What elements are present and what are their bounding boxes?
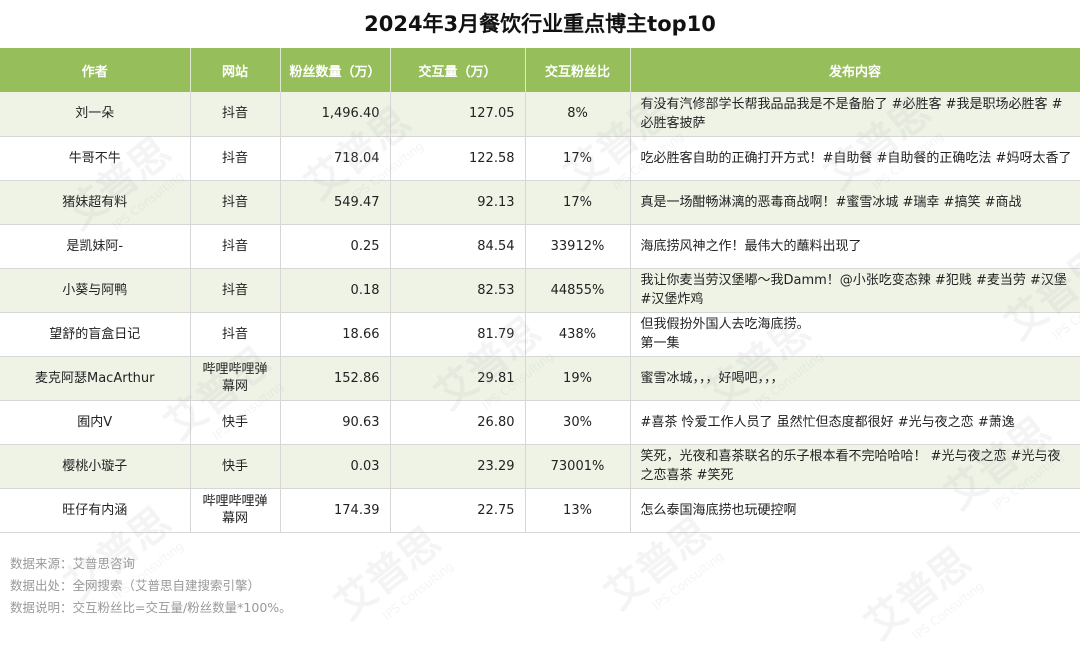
cell-ratio: 8%	[525, 92, 631, 137]
cell-site: 抖音	[190, 268, 281, 313]
cell-author: 樱桃小璇子	[0, 444, 191, 489]
watermark-sub: IPS Consulting	[379, 558, 457, 623]
cell-ratio: 13%	[525, 488, 631, 533]
cell-interactions: 26.80	[390, 400, 526, 445]
table-row: 刘一朵 抖音 1,496.40 127.05 8% 有没有汽修部学长帮我品品我是不是备胎了…	[0, 92, 1080, 137]
cell-content: 我让你麦当劳汉堡嘟～我Damm！@小张吃变态辣 #犯贱 #麦当劳 #汉堡 #汉堡…	[630, 268, 1080, 313]
cell-site: 抖音	[190, 92, 281, 137]
cell-ratio: 33912%	[525, 224, 631, 269]
cell-site: 快手	[190, 444, 281, 489]
footer-origin: 数据出处：全网搜索（艾普思自建搜索引擎）	[10, 578, 261, 593]
cell-content: 吃必胜客自助的正确打开方式！#自助餐 #自助餐的正确吃法 #妈呀太香了	[630, 136, 1080, 181]
watermark-sub: IPS Consulting	[909, 578, 987, 643]
footer-note: 数据说明：交互粉丝比=交互量/粉丝数量*100%。	[10, 600, 292, 615]
cell-author: 小葵与阿鸭	[0, 268, 191, 313]
cell-interactions: 22.75	[390, 488, 526, 533]
watermark-text: 艾普思	[856, 538, 980, 649]
cell-fans: 90.63	[280, 400, 391, 445]
header-content: 发布内容	[630, 48, 1080, 92]
cell-ratio: 438%	[525, 312, 631, 357]
table-row: 樱桃小璇子 快手 0.03 23.29 73001% 笑死，光夜和喜茶联名的乐子根本看不完…	[0, 444, 1080, 489]
table-row: 小葵与阿鸭 抖音 0.18 82.53 44855% 我让你麦当劳汉堡嘟～我Damm！@小…	[0, 268, 1080, 313]
cell-interactions: 127.05	[390, 92, 526, 137]
header-ratio: 交互粉丝比	[525, 48, 631, 92]
cell-ratio: 30%	[525, 400, 631, 445]
page-title: 2024年3月餐饮行业重点博主top10	[364, 12, 716, 36]
cell-fans: 18.66	[280, 312, 391, 357]
cell-site: 抖音	[190, 312, 281, 357]
cell-author: 旺仔有内涵	[0, 488, 191, 533]
cell-ratio: 73001%	[525, 444, 631, 489]
table-row: 囿内V 快手 90.63 26.80 30% #喜茶 怜爱工作人员了 虽然忙但态度都很好 …	[0, 400, 1080, 445]
cell-interactions: 82.53	[390, 268, 526, 313]
cell-fans: 174.39	[280, 488, 391, 533]
cell-interactions: 81.79	[390, 312, 526, 357]
table-header-row: 作者 网站 粉丝数量（万） 交互量（万） 交互粉丝比 发布内容	[0, 48, 1080, 92]
footer-source: 数据来源：艾普思咨询	[10, 556, 136, 571]
cell-site: 快手	[190, 400, 281, 445]
cell-content: 蜜雪冰城，，，好喝吧，，，	[630, 356, 1080, 401]
cell-interactions: 122.58	[390, 136, 526, 181]
watermark-sub: IPS Consulting	[649, 548, 727, 613]
table-row: 猪妹超有料 抖音 549.47 92.13 17% 真是一场酣畅淋漓的恶毒商战啊！#蜜雪冰…	[0, 180, 1080, 225]
cell-site: 抖音	[190, 136, 281, 181]
cell-author: 是凯妹阿-	[0, 224, 191, 269]
cell-interactions: 84.54	[390, 224, 526, 269]
cell-site: 哔哩哔哩弹幕网	[190, 488, 281, 533]
cell-site: 哔哩哔哩弹幕网	[190, 356, 281, 401]
cell-author: 望舒的盲盒日记	[0, 312, 191, 357]
header-interactions: 交互量（万）	[390, 48, 526, 92]
cell-site: 抖音	[190, 224, 281, 269]
cell-content: 有没有汽修部学长帮我品品我是不是备胎了 #必胜客 #我是职场必胜客 #必胜客披萨	[630, 92, 1080, 137]
cell-site: 抖音	[190, 180, 281, 225]
table-row: 牛哥不牛 抖音 718.04 122.58 17% 吃必胜客自助的正确打开方式！#自助餐 …	[0, 136, 1080, 181]
cell-fans: 1,496.40	[280, 92, 391, 137]
cell-fans: 549.47	[280, 180, 391, 225]
cell-ratio: 17%	[525, 136, 631, 181]
cell-fans: 152.86	[280, 356, 391, 401]
cell-content: 笑死，光夜和喜茶联名的乐子根本看不完哈哈哈！ #光与夜之恋 #光与夜之恋喜茶 #…	[630, 444, 1080, 489]
cell-author: 猪妹超有料	[0, 180, 191, 225]
cell-fans: 0.25	[280, 224, 391, 269]
cell-content: 真是一场酣畅淋漓的恶毒商战啊！#蜜雪冰城 #瑞幸 #搞笑 #商战	[630, 180, 1080, 225]
cell-interactions: 23.29	[390, 444, 526, 489]
cell-ratio: 44855%	[525, 268, 631, 313]
cell-fans: 718.04	[280, 136, 391, 181]
cell-author: 麦克阿瑟MacArthur	[0, 356, 191, 401]
ranking-table: 作者 网站 粉丝数量（万） 交互量（万） 交互粉丝比 发布内容 刘一朵 抖音 1,4…	[0, 48, 1080, 533]
table-row: 望舒的盲盒日记 抖音 18.66 81.79 438% 但我假扮外国人去吃海底捞。 第一集	[0, 312, 1080, 357]
cell-interactions: 29.81	[390, 356, 526, 401]
table-row: 麦克阿瑟MacArthur 哔哩哔哩弹幕网 152.86 29.81 19% 蜜雪冰城，，…	[0, 356, 1080, 401]
cell-fans: 0.03	[280, 444, 391, 489]
table-row: 是凯妹阿- 抖音 0.25 84.54 33912% 海底捞风神之作！最伟大的蘸料出现了	[0, 224, 1080, 269]
cell-content: 但我假扮外国人去吃海底捞。 第一集	[630, 312, 1080, 357]
cell-ratio: 19%	[525, 356, 631, 401]
header-site: 网站	[190, 48, 281, 92]
cell-fans: 0.18	[280, 268, 391, 313]
cell-ratio: 17%	[525, 180, 631, 225]
cell-author: 刘一朵	[0, 92, 191, 137]
cell-content: 海底捞风神之作！最伟大的蘸料出现了	[630, 224, 1080, 269]
cell-content: 怎么泰国海底捞也玩硬控啊	[630, 488, 1080, 533]
cell-author: 囿内V	[0, 400, 191, 445]
cell-content: #喜茶 怜爱工作人员了 虽然忙但态度都很好 #光与夜之恋 #萧逸	[630, 400, 1080, 445]
cell-interactions: 92.13	[390, 180, 526, 225]
header-fans: 粉丝数量（万）	[280, 48, 391, 92]
table-row: 旺仔有内涵 哔哩哔哩弹幕网 174.39 22.75 13% 怎么泰国海底捞也玩硬控啊	[0, 488, 1080, 533]
watermark-text: 艾普思	[326, 518, 450, 629]
header-author: 作者	[0, 48, 191, 92]
cell-author: 牛哥不牛	[0, 136, 191, 181]
